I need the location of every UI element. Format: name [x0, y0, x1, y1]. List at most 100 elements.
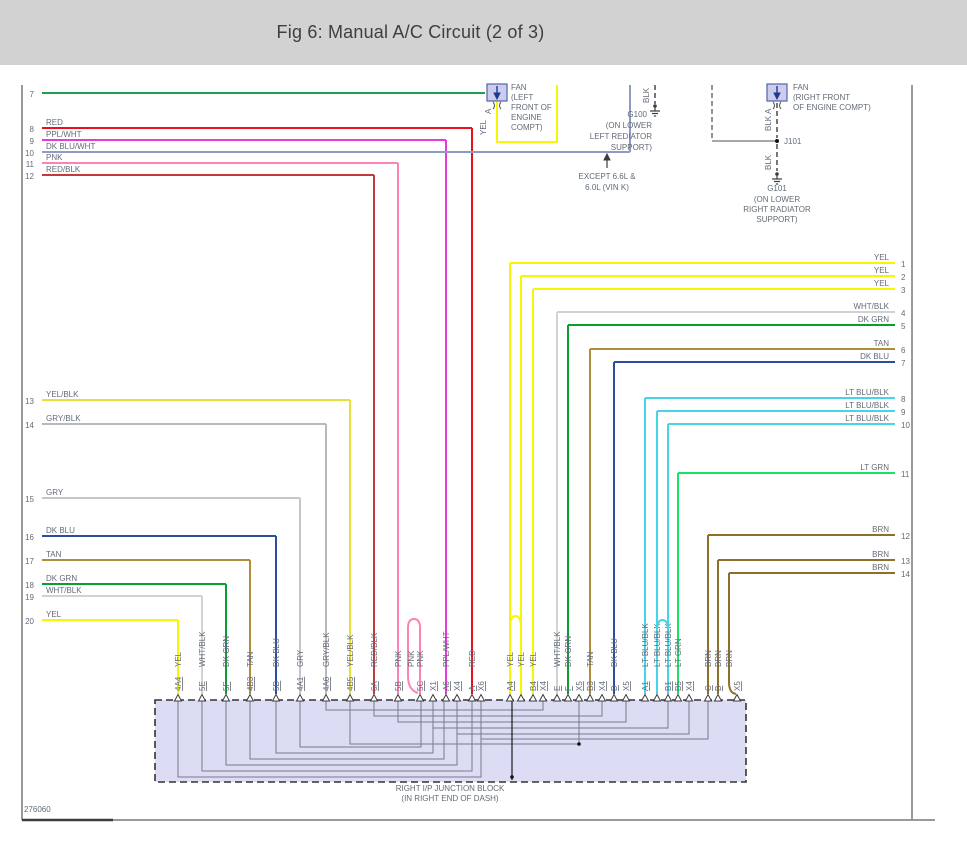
pin-color-label: YEL [506, 651, 515, 667]
pin-label: 5D [272, 681, 281, 691]
wire-number: 1 [901, 260, 906, 269]
pin-label: X4 [685, 681, 694, 691]
wire-number: 2 [901, 273, 906, 282]
pin-color-label: DK BLU [610, 638, 619, 667]
pin-arrow-icon [505, 693, 515, 702]
wire-color-label: BRN [872, 525, 889, 534]
pin-label: E [553, 686, 562, 691]
wire-color-label: YEL [874, 253, 890, 262]
pin-label: 4A1 [296, 676, 305, 691]
pin-color-label: LT GRN [674, 638, 683, 667]
pin-label: X6 [477, 681, 486, 691]
pin-color-label: BRN [704, 650, 713, 667]
junction-dot [577, 742, 581, 746]
pin-label: 4B3 [246, 676, 255, 691]
junction-block-label: (IN RIGHT END OF DASH) [401, 794, 499, 803]
wire-color-label: LT GRN [860, 463, 889, 472]
pin-color-label: TAN [586, 651, 595, 667]
pin-arrow-icon [703, 693, 713, 702]
wire-number: 13 [25, 397, 34, 406]
wire-color-label: DK BLU [46, 526, 75, 535]
junction-block [154, 699, 747, 783]
pin-arrow-icon [713, 693, 723, 702]
pin-label: D [610, 685, 619, 691]
pin-color-label: PNK [416, 650, 425, 667]
hairpin-wire [407, 617, 421, 694]
wire-color-label: BLK [764, 154, 773, 170]
pin-label: 5C [416, 681, 425, 691]
pin-label: B [714, 686, 723, 691]
wire-number: 9 [901, 408, 906, 417]
pin-arrow-icon [345, 693, 355, 702]
down-arrow-icon [773, 92, 781, 101]
pin-label: 6A [370, 681, 379, 691]
fan-left-label: ENGINE [511, 113, 542, 122]
pin-arrow-icon [597, 693, 607, 702]
wire-number: 13 [901, 557, 910, 566]
pin-color-label: WHT/BLK [198, 631, 207, 667]
wire-color-label: WHT/BLK [46, 586, 82, 595]
pin-label: A [484, 108, 493, 114]
pin-arrow-icon [295, 693, 305, 702]
wire-yel-fan-left [496, 85, 558, 143]
junction-internal-wire [432, 701, 669, 729]
pin-arrow-icon [476, 693, 486, 702]
pin-arrow-icon [684, 693, 694, 702]
pin-arrow-icon [415, 693, 425, 702]
fan-left-label: COMPT) [511, 123, 543, 132]
wire-number: 14 [901, 570, 910, 579]
pin-color-label: PNK [394, 650, 403, 667]
diagram-code: 276060 [24, 805, 51, 814]
junction-internal-wire [325, 701, 544, 711]
wire-number: 7 [901, 359, 906, 368]
pin-color-label: PNK [407, 650, 416, 667]
pin-arrow-icon [528, 693, 538, 702]
pin-arrow-icon [428, 693, 438, 702]
pin-color-label: LT BLU/BLK [664, 623, 673, 667]
pin-label: 5B [394, 681, 403, 691]
pin-arrow-icon [393, 693, 403, 702]
wire-color-label: PPL/WHT [46, 130, 82, 139]
pin-label: A1 [641, 681, 650, 691]
pin-color-label: TAN [246, 651, 255, 667]
wire-number: 6 [901, 346, 906, 355]
wire-number: 19 [25, 593, 34, 602]
down-arrow-icon [493, 92, 501, 101]
wire-number: 11 [26, 160, 35, 169]
wire-color-label: BRN [872, 550, 889, 559]
pin-arrow-icon [173, 693, 183, 702]
pin-label: B4 [529, 681, 538, 691]
pin-arrow-icon [552, 693, 562, 702]
connector-mark-icon [779, 101, 782, 110]
pin-color-label: BRN [714, 650, 723, 667]
wire-number: 7 [30, 90, 35, 99]
wire-number: 8 [901, 395, 906, 404]
wire-number: 17 [25, 557, 34, 566]
wire-color-label: GRY [46, 488, 64, 497]
pin-arrow-icon [441, 693, 451, 702]
pin-color-label: LT BLU/BLK [653, 623, 662, 667]
pin-color-label: LT BLU/BLK [641, 623, 650, 667]
junction-dot [775, 139, 779, 143]
pin-color-label: DK GRN [222, 636, 231, 667]
wire-right-14-vertical [728, 573, 737, 695]
fan-right-label: (RIGHT FRONT [793, 93, 850, 102]
pin-label: B5 [674, 681, 683, 691]
wire-color-label: LT BLU/BLK [845, 414, 889, 423]
wire-number: 16 [25, 533, 34, 542]
wire-color-label: LT BLU/BLK [845, 388, 889, 397]
ground-location-label: LEFT REDIATOR [590, 132, 652, 141]
fan-right-label: FAN [793, 83, 809, 92]
junction-internal-wire [299, 701, 422, 748]
pin-arrow-icon [197, 693, 207, 702]
ground-location-label: (ON LOWER [606, 121, 652, 130]
ground-location-label: (ON LOWER [754, 195, 800, 204]
pin-label: C [704, 685, 713, 691]
junction-internal-wire [373, 701, 603, 717]
wire-number: 10 [25, 149, 34, 158]
wire-color-label: TAN [874, 339, 890, 348]
wire-color-label: YEL [46, 610, 62, 619]
junction-dot [510, 775, 514, 779]
pin-color-label: YEL [517, 651, 526, 667]
